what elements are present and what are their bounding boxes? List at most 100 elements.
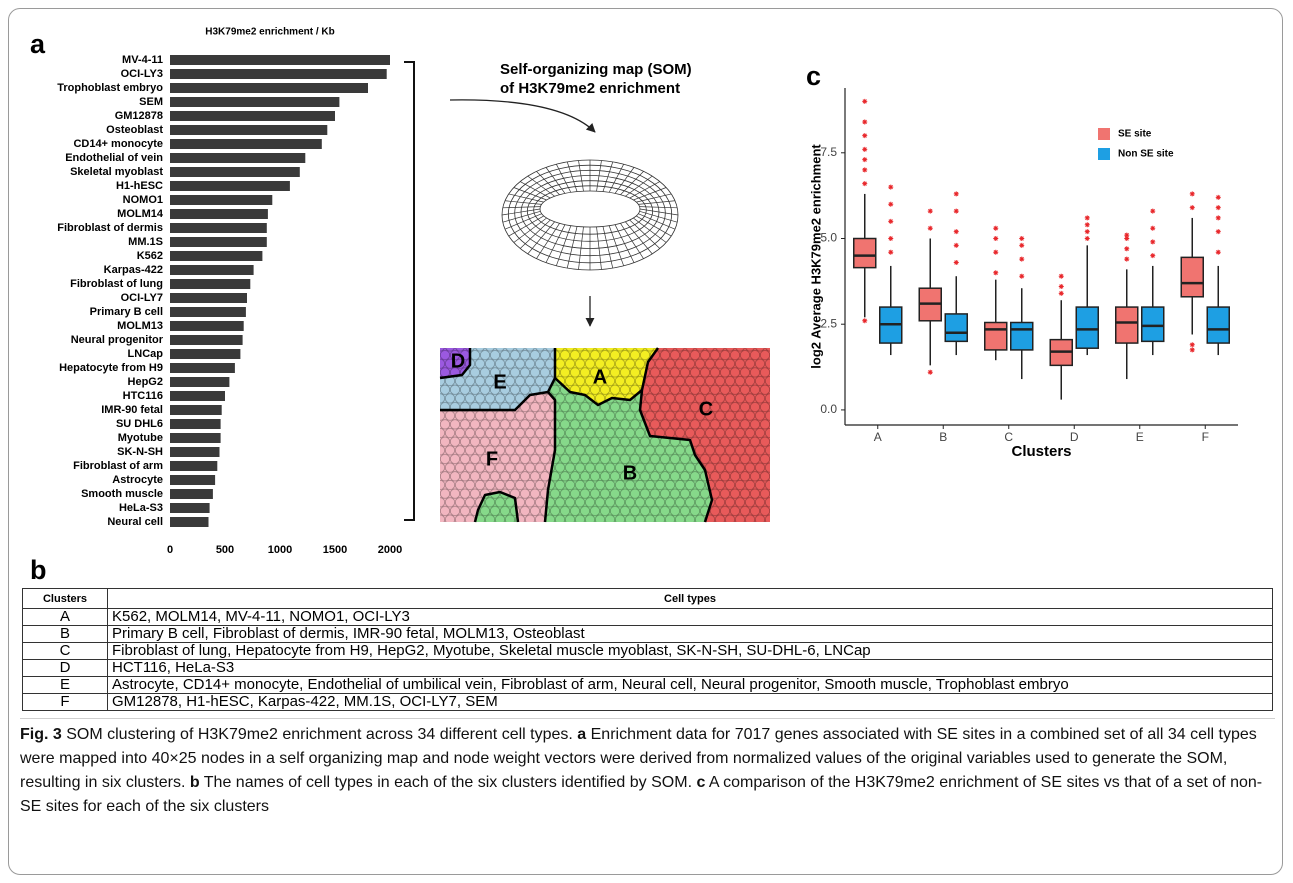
cell: Fibroblast of lung, Hepatocyte from H9, … xyxy=(107,642,1273,660)
bar xyxy=(170,461,218,471)
outlier xyxy=(993,225,999,231)
caption-label: c xyxy=(696,774,706,791)
bar xyxy=(170,55,390,65)
box xyxy=(1075,306,1099,349)
outlier xyxy=(953,208,959,214)
outlier xyxy=(888,249,894,255)
cluster-label: D xyxy=(451,350,465,372)
cell: B xyxy=(22,625,108,643)
torus xyxy=(501,159,679,271)
bracket xyxy=(404,61,415,521)
x-tick-label: 1000 xyxy=(268,544,292,556)
outlier xyxy=(1215,205,1221,211)
cell: A xyxy=(22,608,108,626)
outlier xyxy=(927,208,933,214)
torus-mesh xyxy=(527,175,555,197)
legend-label: Non SE site xyxy=(1118,149,1174,160)
torus-mesh xyxy=(633,187,667,201)
bar xyxy=(170,251,263,261)
box xyxy=(984,321,1008,351)
box xyxy=(1180,256,1204,298)
bar-chart: H3K79me2 enrichment / Kb MV-4-11 OCI-LY3 Tr… xyxy=(57,27,402,556)
outlier xyxy=(1124,236,1130,242)
cell: K562, MOLM14, MV-4-11, NOMO1, OCI-LY3 xyxy=(107,608,1273,626)
box xyxy=(1141,306,1165,343)
torus-mesh xyxy=(625,175,653,197)
outlier xyxy=(1215,215,1221,221)
som-border xyxy=(473,490,520,523)
outlier xyxy=(862,318,868,324)
torus-mesh xyxy=(596,226,602,270)
torus-mesh xyxy=(639,208,679,216)
torus-mesh xyxy=(527,221,555,255)
outlier xyxy=(927,369,933,375)
header-cell: Clusters xyxy=(22,588,108,609)
torus-mesh xyxy=(614,167,635,194)
y-tick-label: Hepatocyte from H9 xyxy=(59,362,163,374)
caption-label: a xyxy=(577,726,587,743)
table-row: C Fibroblast of lung, Hepatocyte from H9,… xyxy=(22,642,1273,660)
y-tick-label: NOMO1 xyxy=(123,194,163,206)
outlier xyxy=(862,181,868,187)
som-border xyxy=(439,348,472,380)
y-tick-label: MV-4-11 xyxy=(122,54,163,66)
bar xyxy=(170,321,244,331)
outlier xyxy=(1150,208,1156,214)
torus-mesh xyxy=(633,217,667,243)
cell: GM12878, H1-hESC, Karpas-422, MM.1S, OCI… xyxy=(107,693,1273,711)
bar xyxy=(170,195,273,205)
outlier xyxy=(1150,225,1156,231)
x-tick-label: B xyxy=(939,430,947,444)
torus-mesh xyxy=(545,224,566,263)
outlier xyxy=(953,191,959,197)
caption-text: Enrichment data for 7017 genes associate… xyxy=(20,726,1257,791)
outlier xyxy=(1019,256,1025,262)
torus-mesh xyxy=(639,211,678,223)
y-tick-label: IMR-90 fetal xyxy=(101,404,163,416)
outlier xyxy=(993,236,999,242)
outlier xyxy=(993,270,999,276)
box xyxy=(853,237,877,269)
outlier xyxy=(1019,273,1025,279)
torus-mesh xyxy=(636,215,672,237)
outlier xyxy=(953,229,959,235)
y-tick-label: HTC116 xyxy=(123,390,163,402)
torus-mesh xyxy=(502,211,541,223)
torus-mesh xyxy=(620,171,644,195)
chart-title: H3K79me2 enrichment / Kb xyxy=(205,27,335,38)
bar xyxy=(170,433,221,443)
y-tick-label: K562 xyxy=(137,250,163,262)
y-tick-label: SU DHL6 xyxy=(116,418,163,430)
y-tick-label: SK-N-SH xyxy=(117,446,163,458)
outlier xyxy=(1189,205,1195,211)
outlier xyxy=(1084,236,1090,242)
y-tick-label: Primary B cell xyxy=(90,306,163,318)
y-tick-label: HeLa-S3 xyxy=(119,502,163,514)
box xyxy=(1010,321,1034,351)
y-tick-label: OCI-LY3 xyxy=(121,68,163,80)
torus-mesh xyxy=(639,206,678,209)
torus-mesh xyxy=(566,226,578,269)
bar xyxy=(170,167,300,177)
outlier xyxy=(953,242,959,248)
panel-label: a xyxy=(30,29,46,59)
outlier xyxy=(1215,229,1221,235)
y-tick-label: 2.5 xyxy=(820,316,837,330)
x-tick-label: 1500 xyxy=(323,544,347,556)
bar xyxy=(170,419,221,429)
y-tick-label: Neural progenitor xyxy=(71,334,164,346)
bar xyxy=(170,517,209,527)
y-tick-label: Myotube xyxy=(118,432,163,444)
torus-mesh xyxy=(578,160,584,192)
torus-mesh xyxy=(555,225,572,266)
torus-mesh xyxy=(620,223,644,259)
torus-mesh xyxy=(614,224,635,263)
torus-mesh xyxy=(504,213,542,230)
y-tick-label: Skeletal myoblast xyxy=(70,166,163,178)
torus-mesh xyxy=(536,223,560,259)
x-tick-label: C xyxy=(1004,430,1013,444)
outlier xyxy=(888,184,894,190)
torus-mesh xyxy=(566,161,578,192)
torus-mesh xyxy=(536,171,560,195)
